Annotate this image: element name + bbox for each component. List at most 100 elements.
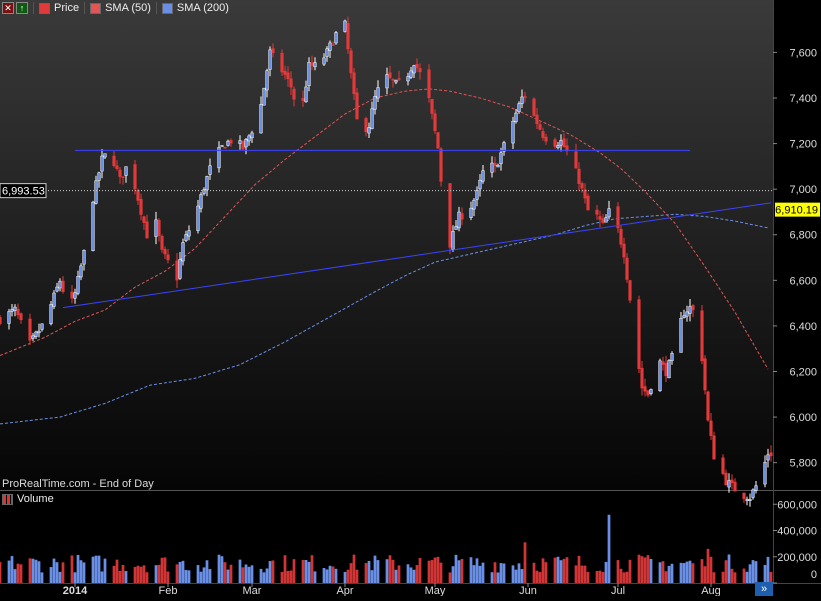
price-tick-label: 6,000 xyxy=(789,412,817,424)
close-icon[interactable]: ✕ xyxy=(2,2,14,14)
candle-body xyxy=(154,219,158,237)
toolbar-divider xyxy=(155,2,157,14)
sma50-legend-label[interactable]: SMA (50) xyxy=(105,2,151,14)
volume-bar xyxy=(76,554,80,583)
sma200-legend-swatch xyxy=(161,2,173,14)
volume-bar xyxy=(244,564,248,583)
volume-bar xyxy=(415,565,419,583)
volume-bar xyxy=(325,569,329,583)
volume-bar xyxy=(754,561,758,583)
candle-body xyxy=(49,304,53,325)
candle-body xyxy=(271,48,275,54)
price-tick-label: 5,800 xyxy=(789,458,817,470)
volume-bar xyxy=(700,559,704,583)
price-tick-label: 7,600 xyxy=(789,47,817,59)
volume-bar xyxy=(553,557,557,583)
candle-body xyxy=(325,48,329,57)
price-tick-label: 7,000 xyxy=(789,184,817,196)
toolbar-divider xyxy=(84,2,86,14)
candle-body xyxy=(679,318,683,353)
volume-bar xyxy=(139,566,143,583)
volume-bar xyxy=(562,558,566,583)
volume-bar xyxy=(706,548,710,583)
candle-body xyxy=(391,79,395,81)
volume-bar xyxy=(763,564,767,583)
volume-bar xyxy=(532,562,536,583)
candle-body xyxy=(478,179,482,190)
candle-body xyxy=(289,78,293,88)
watermark: ProRealTime.com - End of Day xyxy=(2,478,154,490)
candle-body xyxy=(349,50,353,74)
volume-bar xyxy=(241,567,245,583)
candle-body xyxy=(574,151,578,169)
candle-body xyxy=(142,216,146,223)
volume-bar xyxy=(538,572,542,583)
candle-body xyxy=(370,108,374,130)
candle-body xyxy=(208,165,212,175)
x-tick-label: May xyxy=(425,585,446,596)
candle-body xyxy=(721,457,725,474)
candle-body xyxy=(19,313,23,321)
candle-body xyxy=(544,136,548,142)
candle-body xyxy=(469,207,473,218)
price-tick-label: 6,800 xyxy=(789,230,817,242)
candle-body xyxy=(0,316,2,324)
candle-body xyxy=(181,242,185,262)
price-candles xyxy=(0,16,773,507)
volume-bar xyxy=(619,568,623,583)
candle-body xyxy=(658,360,662,391)
volume-bar xyxy=(409,567,413,583)
price-legend-label[interactable]: Price xyxy=(54,2,80,14)
volume-panel-title: Volume xyxy=(0,491,54,507)
volume-bar xyxy=(751,560,755,583)
candle-body xyxy=(223,147,227,149)
volume-bar xyxy=(559,560,563,583)
volume-bar xyxy=(97,555,101,583)
candle-body xyxy=(124,166,128,176)
candle-body xyxy=(226,140,230,146)
sma200-legend-label[interactable]: SMA (200) xyxy=(176,2,229,14)
candle-body xyxy=(496,164,500,168)
candle-body xyxy=(346,22,350,50)
candle-body xyxy=(601,218,605,223)
candle-body xyxy=(499,152,503,165)
candle-body xyxy=(517,103,521,113)
candle-body xyxy=(82,250,86,265)
candle-body xyxy=(286,72,290,80)
volume-bar xyxy=(574,565,578,583)
candle-body xyxy=(415,63,419,69)
volume-bars-icon xyxy=(2,493,13,505)
candle-body xyxy=(160,235,164,250)
candle-body xyxy=(490,162,494,173)
sma200-line xyxy=(0,213,769,425)
volume-bar xyxy=(661,561,665,583)
volume-bar xyxy=(691,563,695,583)
candle-body xyxy=(586,195,590,211)
candle-body xyxy=(322,57,326,65)
candle-body xyxy=(334,32,338,44)
volume-bar xyxy=(598,570,602,583)
volume-bar xyxy=(286,570,290,583)
volume-bar xyxy=(481,562,485,583)
volume-bar xyxy=(154,565,158,583)
candle-body xyxy=(706,391,710,421)
scroll-right-button[interactable]: » xyxy=(755,582,773,596)
candle-body xyxy=(730,479,734,484)
volume-label[interactable]: Volume xyxy=(17,493,54,505)
candle-body xyxy=(430,99,434,114)
candle-body xyxy=(562,138,566,147)
volume-bar xyxy=(688,560,692,583)
volume-bar xyxy=(646,555,650,583)
volume-bar xyxy=(472,565,476,583)
volume-bar xyxy=(160,557,164,583)
volume-bar xyxy=(457,560,461,583)
volume-bar xyxy=(664,571,668,583)
candle-body xyxy=(580,183,584,189)
candle-body xyxy=(10,309,14,312)
volume-bar xyxy=(745,571,749,583)
price-tick-label: 6,400 xyxy=(789,321,817,333)
up-arrow-icon[interactable]: ↑ xyxy=(16,2,28,14)
candle-body xyxy=(646,390,650,396)
candle-body xyxy=(523,96,527,98)
